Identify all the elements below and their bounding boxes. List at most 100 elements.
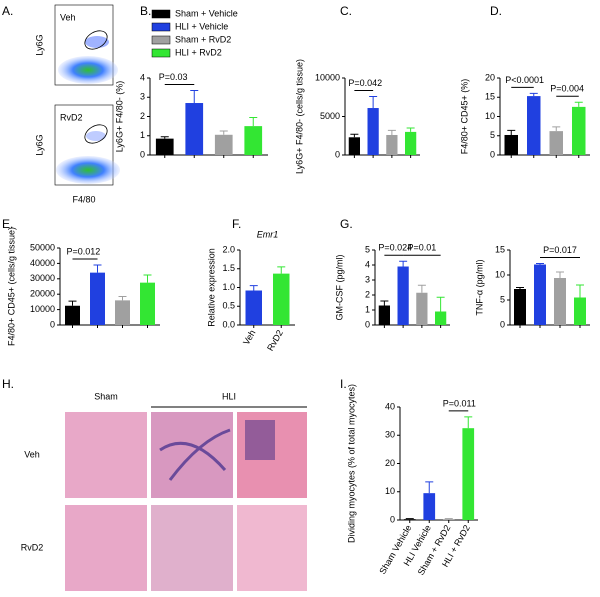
bar — [572, 106, 586, 155]
bar — [185, 103, 204, 155]
bar — [405, 131, 417, 155]
flow-plot-label: Veh — [60, 12, 76, 22]
error-bar — [516, 287, 524, 289]
flow-y-label: Ly6G — [34, 134, 44, 155]
error-bar — [507, 129, 516, 135]
panel-label: G. — [340, 217, 353, 231]
y-tick-label: 40000 — [30, 258, 55, 268]
significance-label: P=0.012 — [67, 246, 101, 256]
error-bar — [380, 300, 389, 306]
y-tick-label: 1 — [140, 130, 145, 140]
y-tick-label: 0.5 — [222, 301, 235, 311]
flow-plots — [54, 4, 120, 186]
y-axis-label: TNF-α (pg/ml) — [474, 259, 484, 315]
y-tick-label: 2 — [140, 111, 145, 121]
bar — [423, 493, 436, 520]
y-tick-label: 40 — [385, 401, 395, 411]
error-bar — [350, 133, 359, 138]
flow-plot-label: RvD2 — [60, 112, 83, 122]
bar — [244, 126, 263, 155]
y-axis-label: Relative expression — [206, 248, 216, 327]
y-tick-label: 15 — [485, 92, 495, 102]
error-bar — [143, 274, 152, 283]
panel-label: B. — [140, 4, 151, 18]
error-bar — [118, 296, 127, 301]
panel-label: F. — [232, 217, 241, 231]
y-tick-label: 50000 — [30, 242, 55, 252]
bar — [155, 138, 174, 155]
y-tick-label: 0 — [50, 319, 55, 329]
y-tick-label: 1 — [365, 304, 370, 314]
bar — [115, 300, 130, 325]
y-tick-label: 10 — [485, 111, 495, 121]
significance-label: P=0.042 — [348, 78, 382, 88]
error-bar — [464, 416, 473, 429]
y-tick-label: 2 — [365, 289, 370, 299]
bar — [273, 273, 290, 325]
y-tick-label: 3 — [365, 274, 370, 284]
error-bar — [529, 92, 538, 97]
panel-label: D. — [490, 4, 502, 18]
error-bar — [190, 90, 199, 104]
bar — [214, 134, 233, 155]
y-tick-label: 30 — [385, 430, 395, 440]
error-bar — [160, 136, 169, 139]
y-tick-label: 0 — [365, 319, 370, 329]
flow-y-label: Ly6G — [34, 34, 44, 55]
bar — [378, 305, 390, 325]
y-tick-label: 10 — [385, 486, 395, 496]
bar — [435, 311, 447, 325]
y-tick-label: 5000 — [320, 111, 340, 121]
y-tick-label: 10 — [495, 269, 505, 279]
y-axis-label: F4/80+ CD45+ (%) — [459, 79, 469, 155]
bar — [90, 272, 105, 325]
bar — [348, 137, 360, 155]
y-tick-label: 4 — [140, 72, 145, 82]
bar — [416, 292, 428, 325]
y-tick-label: 2.0 — [222, 244, 235, 254]
bar — [403, 519, 416, 520]
histology-column: Sham — [94, 391, 118, 401]
legend-swatch — [151, 22, 171, 32]
legend-label: HLI + RvD2 — [175, 47, 222, 57]
error-bar — [68, 300, 77, 306]
y-tick-label: 5 — [365, 244, 370, 254]
y-tick-label: 10000 — [30, 304, 55, 314]
panel-label: A. — [2, 4, 13, 18]
y-axis-label: Dividing myocytes (% of total myocytes) — [346, 384, 356, 543]
bar — [140, 282, 155, 325]
y-tick-label: 15 — [495, 244, 505, 254]
y-tick-label: 20000 — [30, 289, 55, 299]
error-bar — [417, 284, 426, 293]
significance-label: P=0.01 — [407, 243, 436, 253]
error-bar — [219, 130, 228, 135]
legend-label: Sham + Vehicle — [175, 8, 238, 18]
x-tick-label: RvD2 — [265, 328, 285, 352]
legend-label: HLI + Vehicle — [175, 21, 228, 31]
significance-label: P=0.03 — [159, 72, 188, 82]
y-tick-label: 5 — [500, 294, 505, 304]
y-axis-label: F4/80+ CD45+ (cells/g tissue) — [6, 227, 16, 346]
histology-column: HLI — [222, 391, 236, 401]
y-axis-label: Ly6G+ F4/80- (%) — [114, 81, 124, 152]
y-axis-label: Ly6G+ F4/80- (cells/g tissue) — [294, 59, 304, 174]
significance-label: P=0.004 — [550, 84, 584, 94]
y-tick-label: 5 — [490, 130, 495, 140]
legend-swatch — [151, 48, 171, 58]
y-tick-label: 20 — [385, 458, 395, 468]
error-bar — [277, 266, 286, 274]
error-bar — [556, 271, 564, 278]
bar — [549, 131, 563, 155]
legend-label: Sham + RvD2 — [175, 34, 231, 44]
significance-label: P=0.011 — [443, 398, 476, 408]
y-tick-label: 4 — [365, 259, 370, 269]
x-tick-label: Veh — [241, 328, 257, 346]
panel-label: H. — [2, 377, 14, 391]
error-bar — [406, 127, 415, 132]
histology-images — [65, 406, 307, 591]
error-bar — [552, 126, 561, 132]
y-tick-label: 0.0 — [222, 319, 235, 329]
chart-title: Emr1 — [257, 229, 279, 239]
histology-row: Veh — [24, 449, 40, 459]
